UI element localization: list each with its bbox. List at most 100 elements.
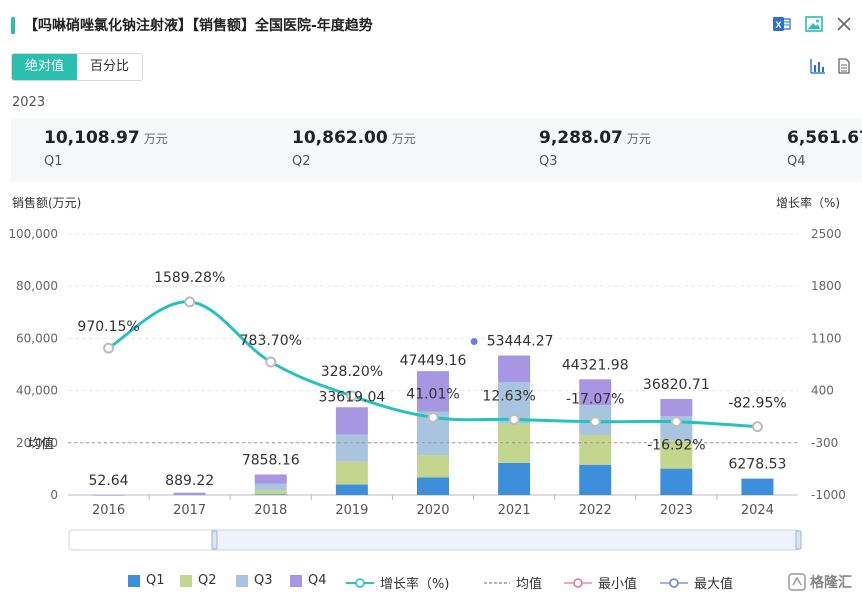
- y-right-tick-label: -1000: [811, 488, 846, 502]
- y-right-tick-label: -300: [811, 436, 838, 450]
- image-export-icon[interactable]: [804, 14, 824, 34]
- bar-total-label: 53444.27: [487, 334, 554, 350]
- summary-q3-value: 9,288.07: [539, 128, 623, 148]
- bar-segment-q2[interactable]: [498, 423, 531, 463]
- y-left-tick-label: 20,000: [16, 436, 58, 450]
- bar-segment-q2[interactable]: [335, 461, 368, 485]
- legend-growth-label: 增长率（%): [380, 577, 450, 592]
- bar-segment-q3[interactable]: [335, 434, 368, 462]
- legend-q4-label: Q4: [308, 573, 327, 588]
- bar-segment-q2[interactable]: [579, 434, 612, 465]
- percentage-button[interactable]: 百分比: [77, 54, 143, 80]
- growth-point[interactable]: [670, 416, 682, 428]
- legend-average-label: 均值: [516, 577, 543, 592]
- growth-point[interactable]: [589, 416, 601, 428]
- bar-segment-q2[interactable]: [254, 490, 287, 495]
- growth-point[interactable]: [346, 390, 358, 402]
- legend-average-marker: [484, 581, 510, 584]
- y-left-tick-label: 80,000: [16, 279, 58, 293]
- growth-point[interactable]: [265, 356, 277, 368]
- summary-q2-unit: 万元: [391, 132, 416, 146]
- average-label: 均值: [28, 436, 54, 452]
- chart-legend: Q1 Q2 Q3 Q4 增长率（%) 均值 最小值 最大值: [0, 570, 862, 594]
- bar-segment-q1[interactable]: [741, 478, 774, 495]
- x-tick-label: 2024: [741, 503, 774, 518]
- title-accent-bar: [11, 17, 15, 34]
- summary-q3: 9,288.07 万元 Q3: [539, 128, 651, 169]
- legend-max-label: 最大值: [694, 577, 734, 592]
- bar-total-label: 44321.98: [562, 357, 629, 373]
- bar-segment-q4[interactable]: [498, 355, 531, 382]
- absolute-value-button[interactable]: 绝对值: [12, 54, 78, 80]
- bar-segment-q1[interactable]: [498, 462, 531, 495]
- bar-segment-q4[interactable]: [335, 407, 368, 435]
- growth-rate-label: 12.63%: [482, 388, 535, 404]
- x-tick-label: 2023: [660, 503, 693, 518]
- legend-q2-label: Q2: [198, 573, 217, 588]
- watermark-text: 格隆汇: [810, 575, 852, 591]
- svg-text:X: X: [775, 20, 781, 30]
- bar-segment-q4[interactable]: [579, 379, 612, 406]
- legend-q1-label: Q1: [146, 573, 165, 588]
- left-axis-title: 销售额(万元): [12, 196, 82, 210]
- bar-segment-q2[interactable]: [417, 455, 449, 478]
- summary-q1: 10,108.97 万元 Q1: [44, 128, 168, 169]
- growth-point[interactable]: [184, 296, 196, 308]
- legend-q2[interactable]: Q2: [180, 573, 217, 588]
- x-tick-label: 2021: [498, 503, 531, 518]
- legend-q3-swatch: [236, 574, 248, 587]
- growth-rate-label: -82.95%: [728, 396, 786, 412]
- legend-q4[interactable]: Q4: [290, 573, 327, 588]
- bar-segment-q1[interactable]: [579, 464, 612, 495]
- close-icon[interactable]: [834, 14, 854, 34]
- growth-rate-label: -16.92%: [647, 438, 705, 454]
- growth-point[interactable]: [751, 421, 763, 433]
- growth-rate-label: 328.20%: [321, 364, 383, 380]
- bar-segment-q3[interactable]: [254, 483, 287, 491]
- summary-q2: 10,862.00 万元 Q2: [292, 128, 416, 169]
- bar-segment-q1[interactable]: [254, 494, 287, 496]
- y-right-tick-label: 2500: [811, 227, 842, 241]
- legend-average[interactable]: 均值: [484, 573, 542, 592]
- legend-q3[interactable]: Q3: [236, 573, 273, 588]
- x-tick-label: 2022: [579, 503, 612, 518]
- legend-q1[interactable]: Q1: [128, 573, 165, 588]
- growth-rate-label: 970.15%: [77, 319, 139, 335]
- growth-point[interactable]: [508, 413, 520, 425]
- bar-total-label: 36820.71: [643, 377, 710, 393]
- bar-segment-q1[interactable]: [660, 468, 693, 495]
- sales-trend-chart: 0 20,000 40,000 60,000 80,000 100,000 -1000 -30…: [8, 227, 846, 551]
- legend-max[interactable]: 最大值: [660, 573, 733, 592]
- max-value-marker: [470, 338, 478, 346]
- legend-max-marker: [660, 577, 688, 588]
- excel-export-icon[interactable]: X: [772, 14, 792, 34]
- bar-segment-q4[interactable]: [92, 494, 125, 496]
- legend-q4-swatch: [290, 574, 302, 587]
- summary-q1-value: 10,108.97: [44, 128, 140, 148]
- zoom-slider-unselected: [68, 529, 216, 551]
- bar-chart-icon[interactable]: [810, 58, 826, 74]
- growth-point[interactable]: [103, 342, 115, 354]
- summary-q1-label: Q1: [44, 154, 63, 169]
- bar-total-label: 52.64: [89, 473, 129, 489]
- legend-growth[interactable]: 增长率（%): [346, 573, 449, 592]
- bar-segment-q1[interactable]: [417, 477, 449, 495]
- bar-segment-q1[interactable]: [335, 484, 368, 495]
- growth-rate-label: 41.01%: [406, 386, 459, 402]
- bar-total-label: 6278.53: [728, 457, 786, 473]
- bar-segment-q2[interactable]: [660, 440, 693, 469]
- zoom-slider-right-handle[interactable]: [795, 530, 802, 550]
- legend-min[interactable]: 最小值: [564, 573, 637, 592]
- bar-segment-q4[interactable]: [254, 474, 287, 484]
- growth-point[interactable]: [427, 411, 439, 423]
- bar-segment-q4[interactable]: [660, 398, 693, 417]
- summary-q3-unit: 万元: [626, 132, 651, 146]
- bar-segment-q4[interactable]: [417, 371, 449, 412]
- data-table-icon[interactable]: [836, 58, 852, 74]
- legend-q1-swatch: [128, 574, 140, 587]
- x-tick-label: 2019: [335, 503, 368, 518]
- watermark: 格隆汇: [788, 572, 852, 592]
- zoom-slider-left-handle[interactable]: [211, 530, 218, 550]
- bar-segment-q4[interactable]: [173, 492, 206, 495]
- right-axis-title: 增长率（%): [776, 196, 841, 210]
